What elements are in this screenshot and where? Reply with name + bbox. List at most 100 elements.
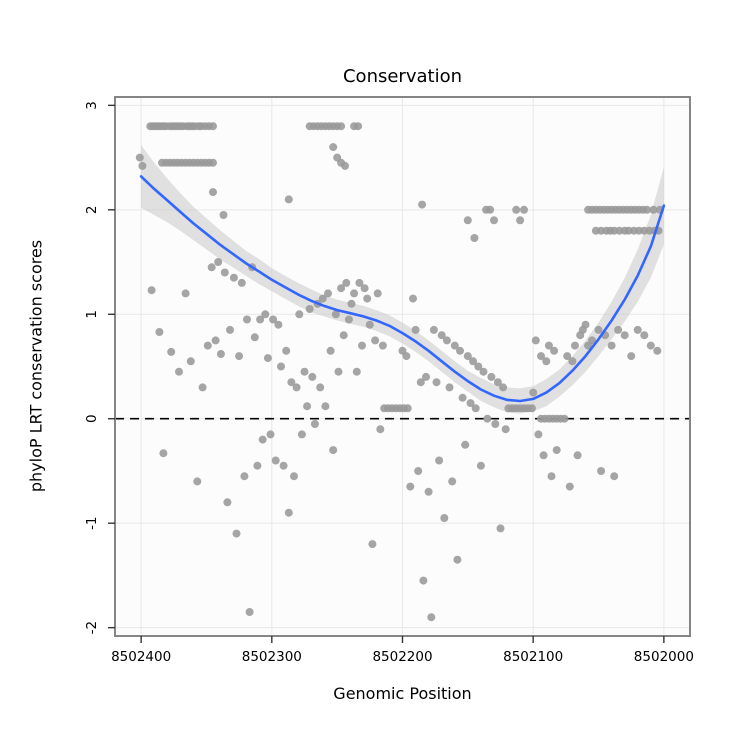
data-point [560,414,569,423]
data-point [284,508,293,517]
x-axis-label: Genomic Position [333,684,472,703]
x-tick-label: 8502000 [634,649,694,665]
data-point [512,205,521,214]
x-tick-label: 8502200 [372,649,432,665]
data-point [181,289,190,298]
data-point [411,325,420,334]
data-point [250,333,259,342]
data-point [419,576,428,585]
data-point [499,383,508,392]
data-point [305,305,314,313]
data-point [318,294,327,303]
data-point [437,331,446,340]
data-point [256,315,265,324]
data-point [287,378,296,387]
data-point [277,362,285,371]
data-point [337,284,346,293]
smooth-line [139,175,666,403]
data-point [463,216,472,225]
data-point [483,414,492,423]
data-point [487,372,496,381]
data-point [342,278,351,287]
data-point [354,122,363,131]
data-point [232,529,241,538]
data-point [211,336,220,345]
data-point [363,294,372,303]
data-point [216,350,225,358]
data-point [261,310,270,319]
data-point [371,336,380,345]
points-layer [135,122,664,622]
data-point [461,440,470,449]
data-point [269,315,278,324]
data-point [209,188,217,197]
data-point [344,315,353,324]
data-point [614,325,623,334]
data-point [198,383,207,392]
y-tick-label: -1 [84,516,100,529]
axis-ticks: 8502400 8502300 8502200 8502100 8502000 -2 -1 0… [84,101,694,665]
data-point [159,449,168,458]
data-point [491,420,500,428]
data-point [620,331,629,340]
data-point [649,205,658,214]
data-point [358,341,366,350]
data-point [155,328,164,336]
data-point [486,205,495,214]
y-tick-label: -2 [84,621,100,634]
data-point [427,613,436,622]
data-point [418,200,427,209]
data-point [186,357,195,366]
data-point [310,420,319,428]
data-point [640,331,649,340]
data-point [466,399,475,408]
data-point [279,461,288,470]
data-point [440,514,449,522]
data-point [376,425,385,434]
data-point [490,216,498,225]
data-point [167,347,176,356]
data-point [402,352,411,361]
data-point [456,346,464,355]
data-point [588,336,596,345]
data-point [324,289,332,298]
y-tick-label: 2 [84,206,100,215]
data-point [414,467,423,475]
data-point [331,310,340,319]
data-point [633,325,642,334]
data-point [240,472,249,481]
data-point [245,608,254,616]
data-point [355,278,364,287]
data-point [571,341,579,350]
data-point [476,461,485,470]
data-point [292,383,301,392]
data-point [474,362,483,371]
data-point [209,122,217,131]
data-point [544,341,553,350]
data-point [263,354,272,363]
data-point [542,357,551,366]
data-point [432,378,441,387]
data-point [266,430,275,439]
data-point [653,346,662,355]
data-point [646,341,655,350]
x-tick-label: 8502300 [242,649,302,665]
data-point [424,487,433,496]
data-point [350,289,359,298]
data-point [463,352,472,361]
data-point [378,341,387,350]
data-point [243,315,251,324]
data-point [458,393,467,402]
data-point [329,143,338,152]
data-point [271,456,280,465]
data-point [274,320,283,329]
data-point [316,383,325,392]
data-point [607,341,616,350]
data-point [337,122,346,131]
data-point [209,158,217,167]
data-point [493,378,502,387]
data-point [550,346,559,355]
y-tick-label: 0 [84,414,100,423]
